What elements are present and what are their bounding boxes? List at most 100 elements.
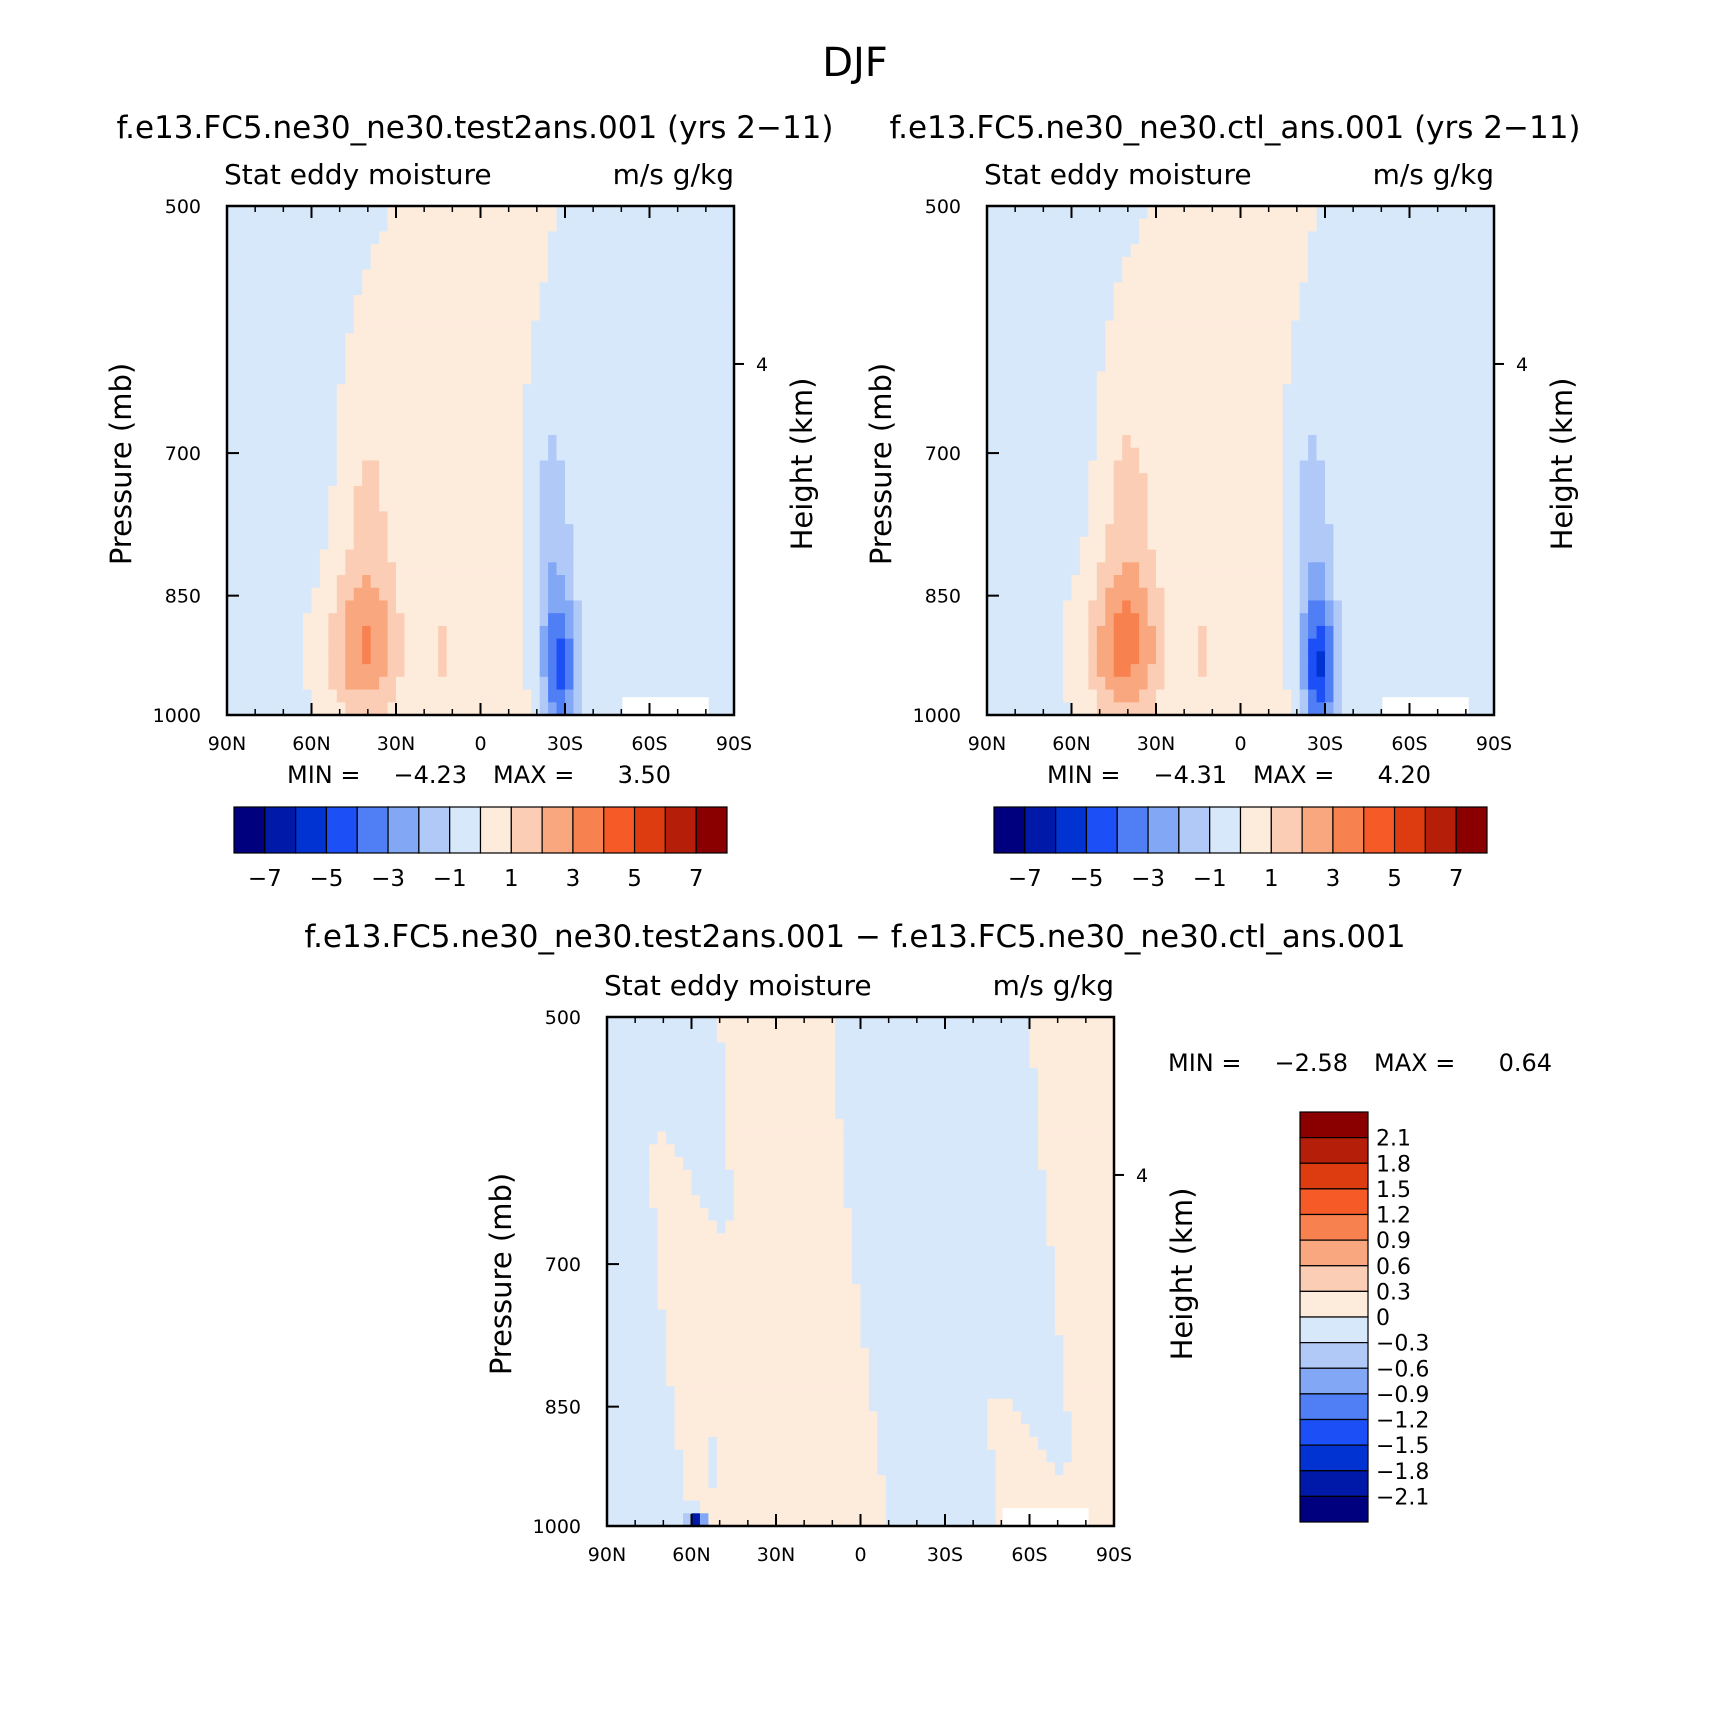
field-cell [1460, 613, 1470, 627]
field-cell [1460, 345, 1470, 360]
field-cell [252, 358, 262, 373]
field-cell [387, 625, 397, 640]
field-cell [531, 625, 541, 640]
field-cell [336, 511, 346, 525]
field-cell [269, 524, 279, 538]
field-cell [328, 345, 338, 360]
field-cell [539, 333, 549, 347]
field-cell [497, 460, 507, 474]
field-cell [429, 371, 439, 385]
field-cell [666, 485, 676, 500]
field-cell [649, 473, 659, 487]
field-cell [438, 664, 448, 678]
field-cell [1468, 460, 1478, 474]
field-cell [353, 511, 363, 525]
field-cell [1316, 587, 1326, 602]
field-cell [1308, 384, 1318, 398]
field-cell [565, 320, 575, 334]
field-cell [252, 269, 262, 283]
field-cell [396, 384, 406, 398]
field-cell [1392, 396, 1402, 411]
field-cell [480, 409, 490, 423]
field-cell [683, 295, 693, 309]
field-cell [522, 613, 532, 627]
field-cell [1215, 333, 1225, 347]
field-cell [708, 613, 718, 627]
field-cell [252, 562, 262, 576]
field-cell [548, 562, 558, 576]
field-cell [1257, 485, 1267, 500]
field-cell [1367, 447, 1377, 462]
field-cell [1248, 256, 1258, 271]
field-cell [1477, 307, 1487, 322]
field-cell [1341, 307, 1351, 322]
field-cell [1274, 206, 1284, 220]
field-cell [1358, 485, 1368, 500]
field-cell [607, 1144, 617, 1158]
field-cell [260, 625, 270, 640]
field-cell [1358, 244, 1368, 258]
field-cell [505, 511, 515, 525]
field-cell [539, 562, 549, 576]
field-cell [1417, 689, 1427, 703]
field-cell [455, 244, 465, 258]
field-cell [522, 676, 532, 691]
field-cell [1401, 587, 1411, 602]
field-cell [1189, 600, 1199, 614]
field-cell [1485, 524, 1495, 538]
field-cell [1139, 625, 1149, 640]
field-cell [412, 676, 422, 691]
field-cell [472, 460, 482, 474]
field-cell [387, 638, 397, 652]
field-cell [227, 206, 237, 220]
field-cell [286, 473, 296, 487]
field-cell [683, 396, 693, 411]
field-cell [1460, 587, 1470, 602]
field-cell [1223, 447, 1233, 462]
field-cell [1443, 384, 1453, 398]
field-cell [379, 295, 389, 309]
field-cell [269, 664, 279, 678]
field-cell [674, 269, 684, 283]
field-cell [581, 282, 591, 296]
field-cell [412, 244, 422, 258]
field-cell [1401, 498, 1411, 512]
field-cell [463, 231, 473, 245]
field-cell [615, 702, 625, 716]
field-cell [1046, 371, 1056, 385]
field-cell [336, 320, 346, 334]
field-cell [472, 206, 482, 220]
field-cell [987, 613, 997, 627]
field-cell [1434, 422, 1444, 436]
field-cell [379, 422, 389, 436]
field-cell [1308, 702, 1318, 716]
field-cell [708, 498, 718, 512]
field-cell [598, 613, 608, 627]
field-cell [345, 244, 355, 258]
field-cell [1477, 638, 1487, 652]
field-cell [607, 1246, 617, 1260]
field-cell [319, 549, 329, 563]
field-cell [379, 345, 389, 360]
field-cell [607, 396, 617, 411]
field-cell [1333, 498, 1343, 512]
field-cell [1003, 587, 1013, 602]
field-cell [277, 664, 287, 678]
field-cell [581, 333, 591, 347]
field-cell [1434, 447, 1444, 462]
field-cell [995, 536, 1005, 551]
field-cell [987, 295, 997, 309]
field-cell [607, 549, 617, 563]
field-cell [717, 358, 727, 373]
field-cell [1003, 396, 1013, 411]
field-cell [1375, 409, 1385, 423]
field-cell [1384, 282, 1394, 296]
field-cell [1147, 664, 1157, 678]
field-cell [1012, 358, 1022, 373]
field-cell [303, 384, 313, 398]
field-cell [1029, 307, 1039, 322]
field-cell [1299, 549, 1309, 563]
field-cell [1096, 613, 1106, 627]
field-cell [1113, 625, 1123, 640]
field-cell [691, 447, 701, 462]
